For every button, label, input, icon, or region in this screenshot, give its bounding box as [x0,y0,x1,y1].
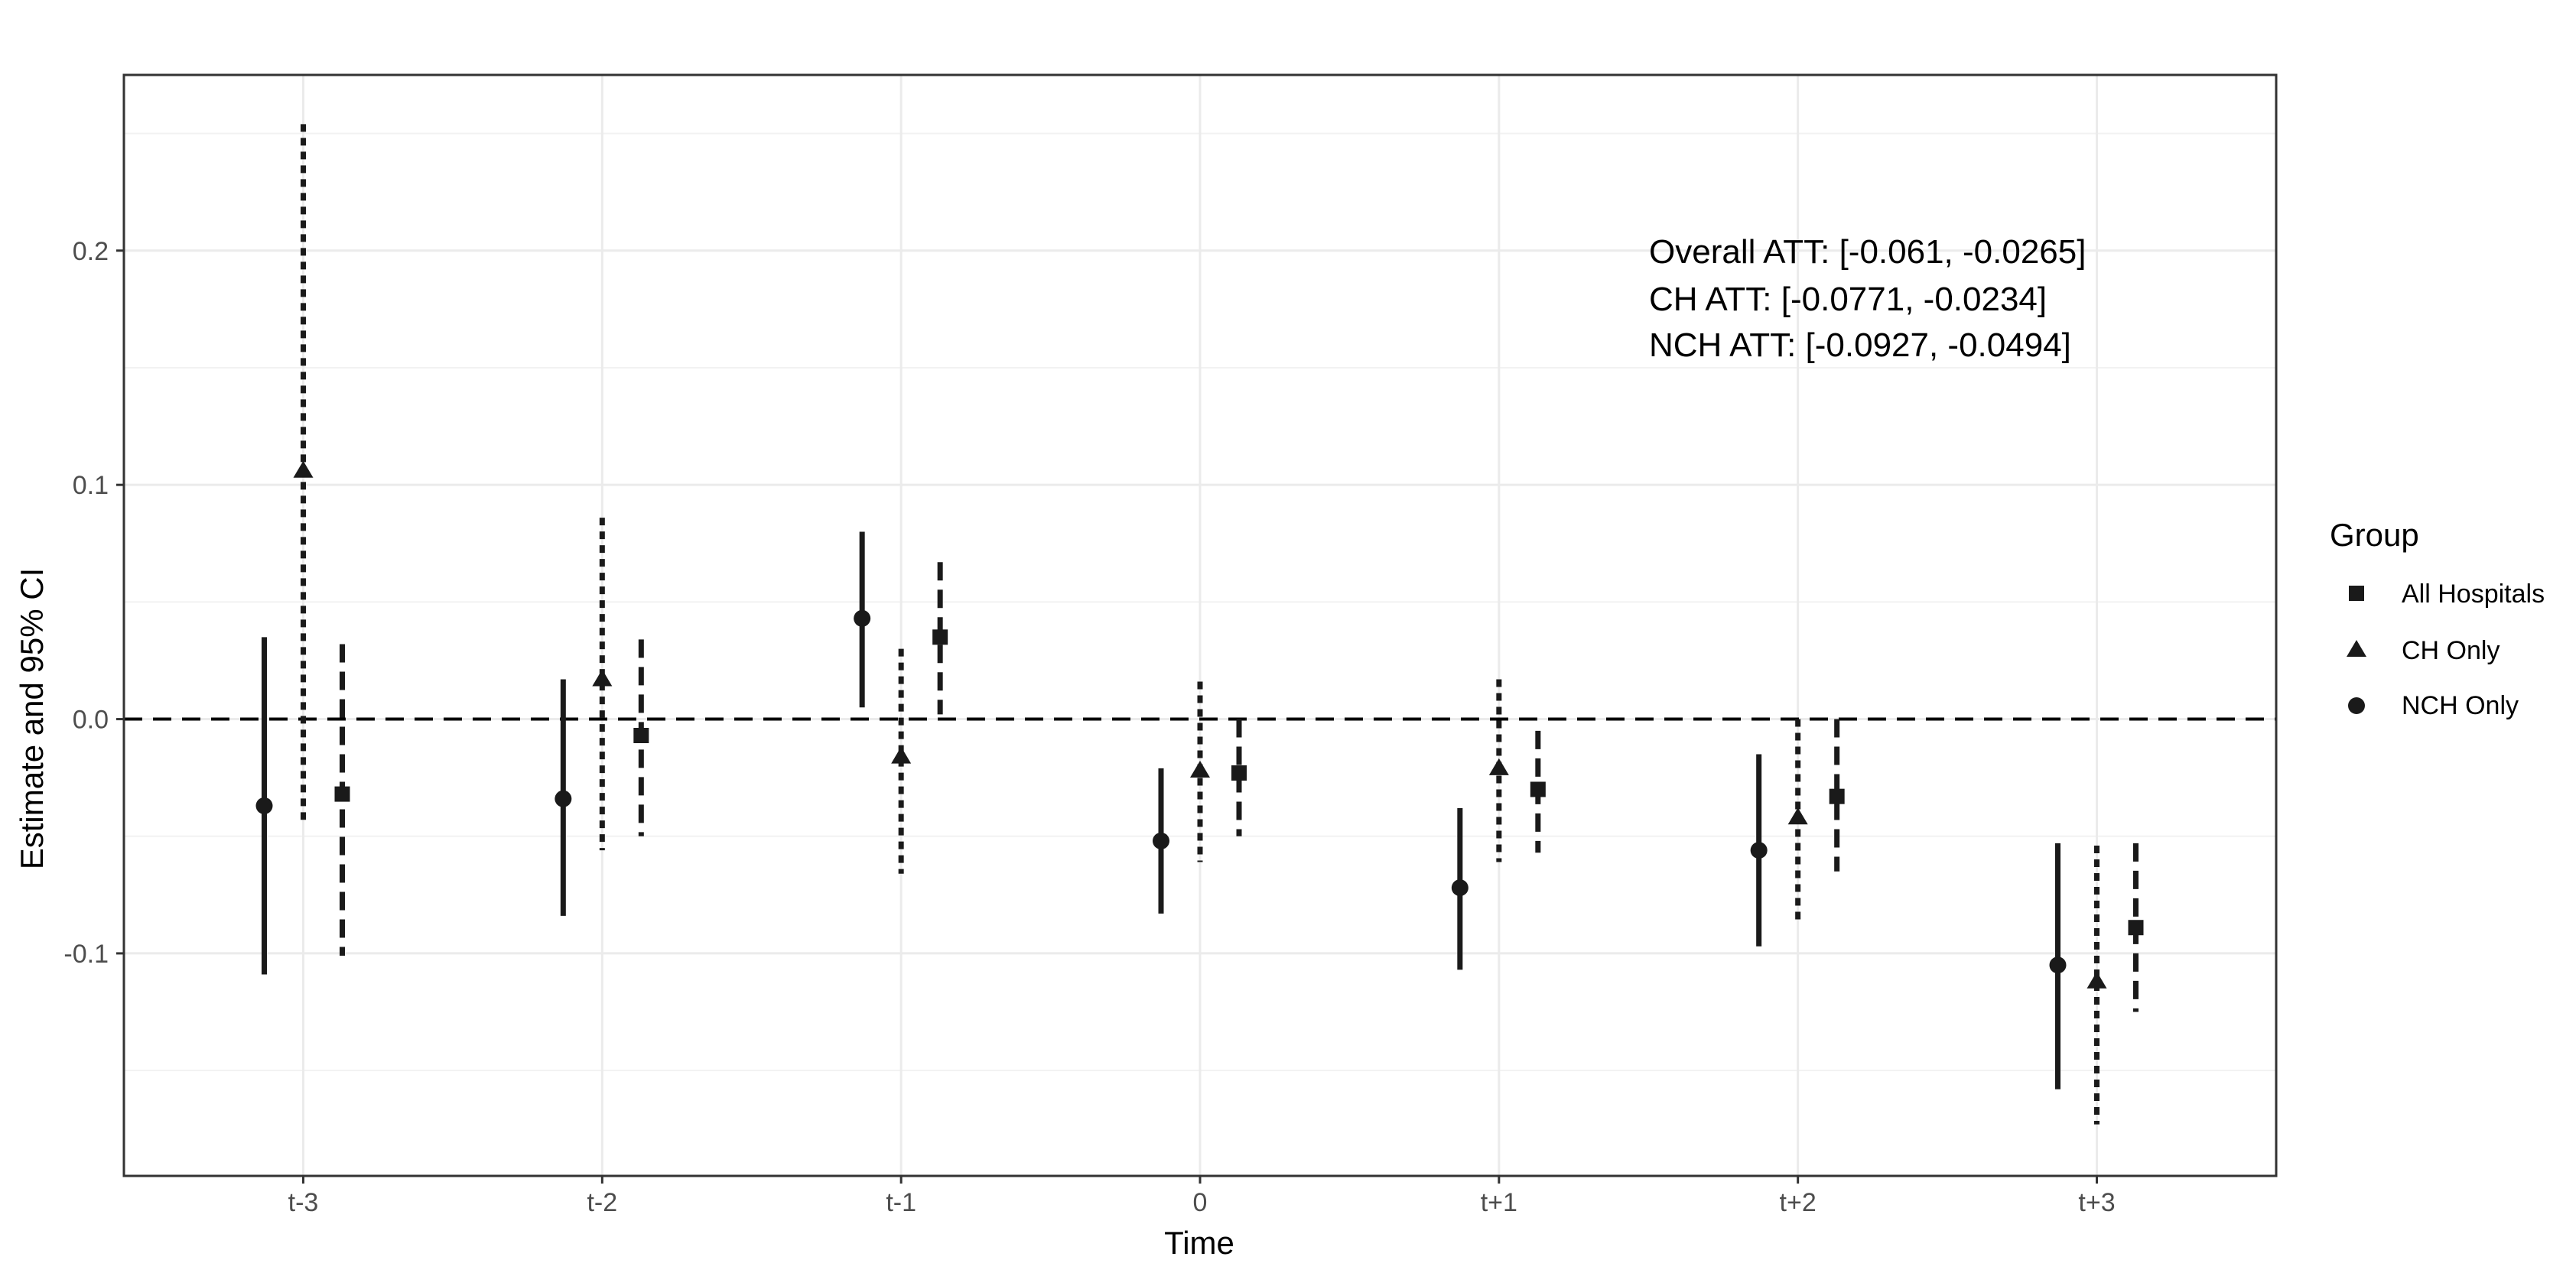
point-circle [1750,842,1768,859]
x-tick-label: t-3 [288,1188,319,1217]
legend-circle-icon [2348,697,2365,714]
y-tick-label: 0.0 [73,706,109,735]
series-all-hospitals [334,562,2144,1012]
point-circle [555,790,572,807]
x-axis-ticks: t-3 t-2 t-1 0 t+1 t+2 t+3 [288,1176,2116,1217]
data-marks [255,124,2144,1125]
x-tick-label: t+2 [1780,1188,1817,1217]
annotation-ch-att: CH ATT: [-0.0771, -0.0234] [1649,281,2047,318]
legend-label-nch-only: NCH Only [2402,691,2519,720]
point-square [1530,781,1546,797]
point-circle [2049,956,2067,974]
series-ch-only [293,124,2107,1125]
x-axis-title: Time [1164,1225,1234,1261]
grid-lines [124,75,2276,1176]
legend-label-all-hospitals: All Hospitals [2402,580,2545,609]
legend: Group All Hospitals CH Only NCH Only [2330,517,2545,720]
point-triangle [2086,971,2107,989]
x-tick-label: t-1 [886,1188,916,1217]
point-square [633,728,649,743]
y-axis-ticks: -0.1 0.0 0.1 0.2 [63,237,124,969]
y-tick-label: 0.2 [73,237,109,266]
x-tick-label: 0 [1193,1188,1208,1217]
x-tick-label: t+3 [2078,1188,2115,1217]
series-nch-only [255,531,2067,1090]
y-axis-title: Estimate and 95% CI [14,568,50,870]
annotation-overall-att: Overall ATT: [-0.061, -0.0265] [1649,233,2086,271]
point-square [932,629,948,645]
point-triangle [1190,760,1210,778]
y-tick-label: 0.1 [73,471,109,500]
att-annotations: Overall ATT: [-0.061, -0.0265] CH ATT: [… [1649,233,2086,364]
point-circle [1153,832,1169,849]
point-circle [255,797,273,814]
point-circle [854,609,871,627]
x-tick-label: t+1 [1481,1188,1517,1217]
y-tick-label: -0.1 [63,940,109,969]
annotation-nch-att: NCH ATT: [-0.0927, -0.0494] [1649,326,2071,364]
point-triangle [592,669,613,687]
point-triangle [1488,758,1509,775]
point-circle [1451,879,1469,897]
legend-label-ch-only: CH Only [2402,636,2500,665]
point-triangle [891,746,912,764]
point-triangle [1787,807,1808,825]
x-tick-label: t-2 [587,1188,617,1217]
point-square [1829,788,1845,804]
point-triangle [293,460,314,478]
point-square [2128,920,2144,936]
point-square [334,786,350,802]
legend-title: Group [2330,517,2419,553]
legend-square-icon [2349,586,2364,601]
legend-triangle-icon [2347,640,2366,657]
point-square [1231,765,1247,781]
